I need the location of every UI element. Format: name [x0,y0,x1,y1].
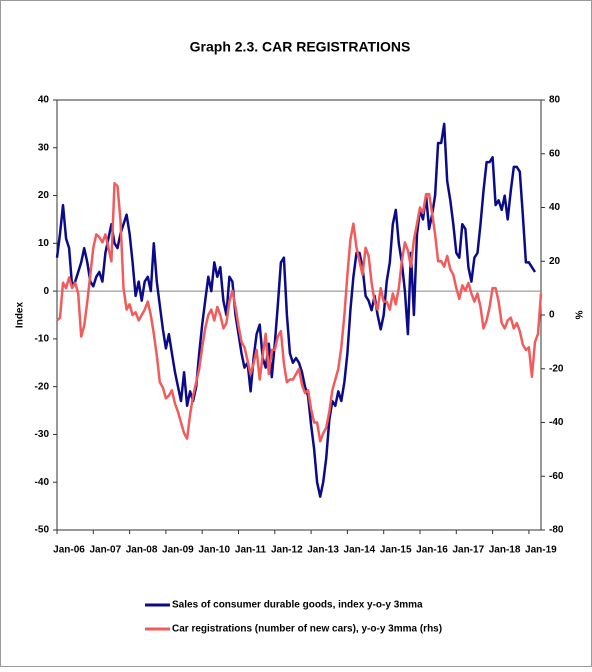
x-tick-label: Jan-06 [53,545,85,556]
y-tick-label: -40 [35,477,50,488]
y-tick-label: 10 [38,238,50,249]
x-tick-label: Jan-12 [271,545,303,556]
y2-tick-label: 40 [549,202,561,213]
series-line [56,182,543,443]
x-tick-label: Jan-09 [162,545,194,556]
y-tick-label: -10 [35,334,50,345]
chart-title: Graph 2.3. CAR REGISTRATIONS [190,39,411,55]
y2-axis-label: % [572,311,583,320]
x-tick-label: Jan-08 [126,545,158,556]
y-tick-label: -30 [35,429,50,440]
x-tick-label: Jan-14 [344,545,376,556]
y-tick-label: 30 [38,142,50,153]
y-tick-label: -20 [35,381,50,392]
y-tick-label: 20 [38,190,50,201]
x-tick-label: Jan-13 [307,545,339,556]
x-tick-label: Jan-19 [525,545,557,556]
y2-tick-label: -80 [549,525,564,536]
y-tick-label: 40 [38,95,50,106]
x-tick-label: Jan-18 [489,545,521,556]
legend-label: Car registrations (number of new cars), … [172,624,442,635]
y2-tick-label: 60 [549,148,561,159]
y2-tick-label: 20 [549,256,561,267]
x-tick-label: Jan-15 [380,545,412,556]
y2-tick-label: -40 [549,417,564,428]
y-tick-label: 0 [43,286,49,297]
x-tick-label: Jan-07 [89,545,121,556]
y2-tick-label: -20 [549,363,564,374]
x-tick-label: Jan-10 [198,545,230,556]
series-line [55,122,537,498]
y2-tick-label: -60 [549,471,564,482]
x-tick-label: Jan-11 [235,545,267,556]
legend-label: Sales of consumer durable goods, index y… [172,600,423,611]
y-axis-label: Index [15,302,26,329]
y2-tick-label: 0 [549,310,555,321]
x-tick-label: Jan-16 [416,545,448,556]
y2-tick-label: 80 [549,95,561,106]
y-tick-label: -50 [35,525,50,536]
x-tick-label: Jan-17 [452,545,484,556]
